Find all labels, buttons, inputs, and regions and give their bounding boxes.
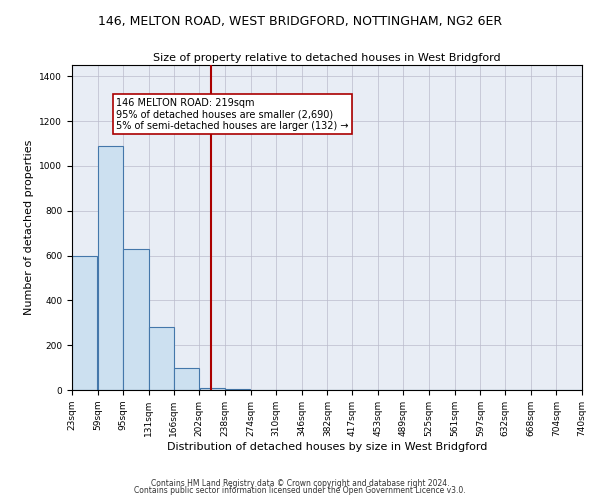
Bar (149, 327, 174, 390)
Text: Contains public sector information licensed under the Open Government Licence v3: Contains public sector information licen… (134, 486, 466, 495)
Bar (174, 368, 199, 390)
X-axis label: Distribution of detached houses by size in West Bridgford: Distribution of detached houses by size … (167, 442, 487, 452)
Bar (98, 146, 123, 390)
Text: 146 MELTON ROAD: 219sqm
95% of detached houses are smaller (2,690)
5% of semi-de: 146 MELTON ROAD: 219sqm 95% of detached … (116, 98, 349, 130)
Y-axis label: Number of detached properties: Number of detached properties (24, 140, 34, 315)
Text: Contains HM Land Registry data © Crown copyright and database right 2024.: Contains HM Land Registry data © Crown c… (151, 478, 449, 488)
Bar (199, 388, 225, 390)
Bar (124, 249, 149, 390)
Title: Size of property relative to detached houses in West Bridgford: Size of property relative to detached ho… (153, 53, 501, 63)
Text: 146, MELTON ROAD, WEST BRIDGFORD, NOTTINGHAM, NG2 6ER: 146, MELTON ROAD, WEST BRIDGFORD, NOTTIN… (98, 15, 502, 28)
Bar (72, 256, 97, 390)
